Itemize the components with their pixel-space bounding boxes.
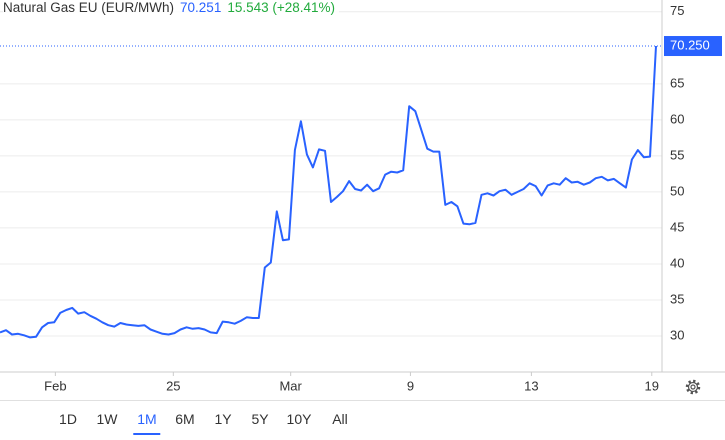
gear-ring (687, 381, 699, 393)
y-tick-label: 35 (670, 291, 684, 306)
range-button[interactable]: 10Y (286, 411, 312, 427)
last-price-tag (664, 36, 722, 57)
change: 15.543 (+28.41%) (227, 0, 336, 15)
range-button[interactable]: All (332, 411, 348, 427)
y-tick-label: 75 (670, 3, 684, 18)
last-value: 70.251 (180, 0, 222, 15)
y-tick-label: 50 (670, 183, 684, 198)
x-tick-label: 25 (166, 378, 180, 393)
range-button[interactable]: 5Y (251, 411, 269, 427)
x-tick-label: 9 (407, 378, 414, 393)
x-tick-label: Feb (44, 378, 66, 393)
x-tick-label: 19 (645, 378, 659, 393)
range-button[interactable]: 1W (96, 411, 118, 427)
y-tick-label: 60 (670, 111, 684, 126)
chart: 30 35 40 45 50 55 60 65 75 Feb 25 Mar 9 13 19 70.250 (0, 0, 725, 395)
header: Natural Gas EU (EUR/MWh) 70.251 15.543 (… (3, 0, 340, 15)
gear-hole (690, 384, 696, 390)
x-tick-label: Mar (279, 378, 302, 393)
x-tick-label: 13 (524, 378, 538, 393)
settings-icon[interactable] (685, 379, 701, 395)
y-tick-label: 30 (670, 327, 684, 342)
range-button[interactable]: 6M (175, 411, 195, 427)
y-tick-label: 45 (670, 219, 684, 234)
y-tick-label: 40 (670, 255, 684, 270)
gear-outer (685, 379, 701, 395)
chart-title: Natural Gas EU (EUR/MWh) (3, 0, 175, 15)
last-price-label: 70.250 (670, 37, 710, 52)
y-tick-label: 55 (670, 147, 684, 162)
range-button[interactable]: 1M (133, 409, 161, 435)
range-button[interactable]: 1D (59, 411, 77, 427)
y-tick-label: 65 (670, 75, 684, 90)
range-button[interactable]: 1Y (214, 411, 232, 427)
range-bar: 1D 1W 1M 6M 1Y 5Y 10Y All (0, 400, 725, 440)
price-line (0, 45, 657, 339)
